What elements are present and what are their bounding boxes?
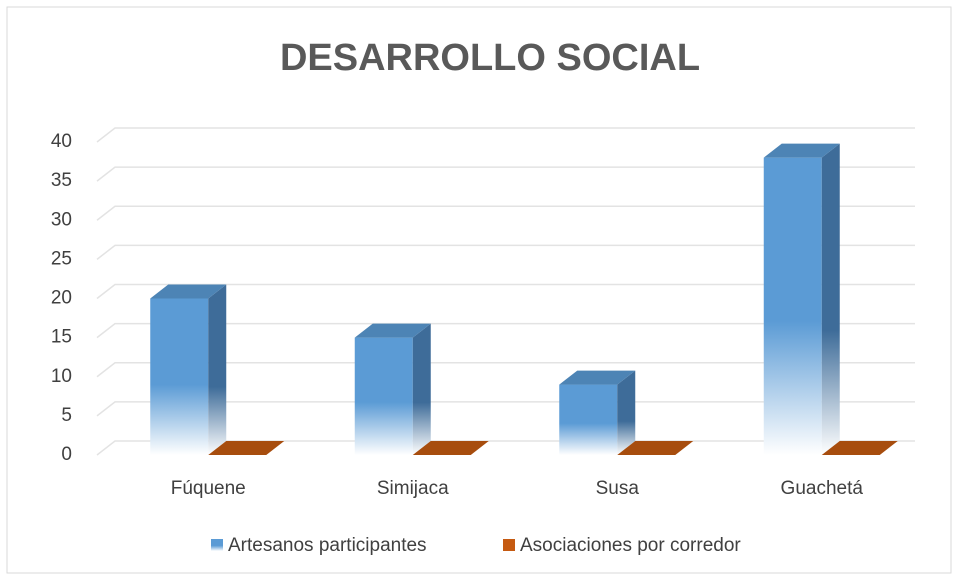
bar xyxy=(150,284,227,455)
x-tick-label: Fúquene xyxy=(171,478,246,499)
bar-side xyxy=(617,370,636,455)
grid-line xyxy=(96,166,915,182)
bar xyxy=(354,323,431,455)
x-tick-label: Susa xyxy=(596,478,640,499)
bar xyxy=(412,441,489,455)
bar-front xyxy=(150,298,209,455)
bar-top xyxy=(208,441,285,455)
grid-line xyxy=(96,244,915,260)
bar-top xyxy=(412,441,489,455)
bar-top xyxy=(617,441,694,455)
bar-front xyxy=(559,384,618,455)
y-tick-label: 5 xyxy=(61,405,72,426)
y-tick-label: 40 xyxy=(51,131,72,152)
bar-top xyxy=(354,323,431,338)
grid-line xyxy=(96,322,915,339)
bar-top xyxy=(150,284,227,299)
y-tick-label: 20 xyxy=(51,288,72,309)
legend-swatch xyxy=(503,539,515,551)
bar xyxy=(763,143,840,455)
grid-line xyxy=(96,362,915,378)
bar-top xyxy=(763,143,840,158)
bar-side xyxy=(821,143,840,455)
bar-front xyxy=(763,157,822,455)
y-tick-label: 10 xyxy=(51,366,72,387)
grid-line xyxy=(96,283,915,300)
x-tick-label: Simijaca xyxy=(377,478,449,499)
grid-line xyxy=(96,401,915,417)
bar-top xyxy=(559,370,636,385)
y-tick-label: 0 xyxy=(61,444,72,465)
bar xyxy=(559,370,636,455)
bar-front xyxy=(354,337,413,455)
y-tick-label: 30 xyxy=(51,209,72,230)
bar-side xyxy=(412,323,431,455)
legend-label: Asociaciones por corredor xyxy=(520,535,741,556)
legend-swatch xyxy=(211,539,223,551)
chart-title: DESARROLLO SOCIAL xyxy=(280,37,700,79)
legend-label: Artesanos participantes xyxy=(228,535,427,556)
x-tick-label: Guachetá xyxy=(781,478,864,499)
bar-top xyxy=(821,441,898,455)
y-tick-label: 25 xyxy=(51,248,72,269)
bar xyxy=(208,441,285,455)
bar xyxy=(821,441,898,455)
grid-line xyxy=(96,205,915,221)
bar-side xyxy=(208,284,227,455)
y-tick-label: 15 xyxy=(51,327,72,348)
grid-line xyxy=(96,127,915,143)
y-tick-label: 35 xyxy=(51,170,72,191)
bar xyxy=(617,441,694,455)
